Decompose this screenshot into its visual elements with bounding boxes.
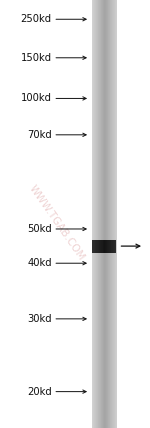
Bar <box>105 240 106 253</box>
Bar <box>113 0 114 428</box>
Bar <box>97 0 98 428</box>
Bar <box>96 0 97 428</box>
Bar <box>114 0 115 428</box>
Bar <box>98 0 99 428</box>
Bar <box>115 240 116 253</box>
Bar <box>92 240 93 253</box>
Bar <box>102 240 103 253</box>
Bar <box>93 240 94 253</box>
Bar <box>111 240 112 253</box>
Text: 70kd: 70kd <box>27 130 52 140</box>
Bar <box>111 0 112 428</box>
Bar <box>95 240 96 253</box>
Text: 30kd: 30kd <box>27 314 52 324</box>
Bar <box>115 0 116 428</box>
Text: 20kd: 20kd <box>27 386 52 397</box>
Bar <box>103 240 104 253</box>
Bar <box>107 240 108 253</box>
Bar <box>98 0 99 428</box>
Bar <box>105 0 106 428</box>
Bar <box>112 0 113 428</box>
Bar <box>103 0 104 428</box>
Bar <box>105 0 106 428</box>
Bar <box>116 0 117 428</box>
Text: 40kd: 40kd <box>27 258 52 268</box>
Bar <box>114 240 115 253</box>
Bar <box>96 240 97 253</box>
Bar <box>108 0 109 428</box>
Bar <box>107 240 108 253</box>
Bar <box>103 240 104 253</box>
Bar <box>94 240 95 253</box>
Bar <box>102 0 103 428</box>
Bar <box>100 0 101 428</box>
Bar <box>112 240 113 253</box>
Text: 150kd: 150kd <box>21 53 52 63</box>
Bar <box>115 0 116 428</box>
Bar <box>100 0 101 428</box>
Bar <box>96 0 97 428</box>
Text: 100kd: 100kd <box>21 93 52 104</box>
Bar <box>110 0 111 428</box>
Bar <box>94 0 95 428</box>
Bar <box>108 240 109 253</box>
Bar <box>113 240 114 253</box>
Bar <box>101 0 102 428</box>
Bar <box>98 240 99 253</box>
Bar <box>109 240 110 253</box>
Bar <box>95 240 96 253</box>
Bar <box>93 0 94 428</box>
Bar <box>104 240 105 253</box>
Bar <box>110 0 111 428</box>
Text: WWW.TGAB.COM: WWW.TGAB.COM <box>27 183 87 262</box>
Bar <box>110 240 111 253</box>
Bar <box>99 240 100 253</box>
Bar <box>106 0 107 428</box>
Bar <box>95 0 96 428</box>
Bar <box>92 0 93 428</box>
Bar <box>99 0 100 428</box>
Bar <box>93 0 94 428</box>
Bar <box>107 0 108 428</box>
Bar <box>109 0 110 428</box>
Bar <box>104 0 105 428</box>
Bar <box>97 240 98 253</box>
Bar <box>112 0 113 428</box>
Text: 50kd: 50kd <box>27 224 52 234</box>
Bar <box>100 240 101 253</box>
Bar <box>101 240 102 253</box>
Text: 250kd: 250kd <box>21 14 52 24</box>
Bar <box>106 240 107 253</box>
Bar <box>111 240 112 253</box>
Bar <box>99 240 100 253</box>
